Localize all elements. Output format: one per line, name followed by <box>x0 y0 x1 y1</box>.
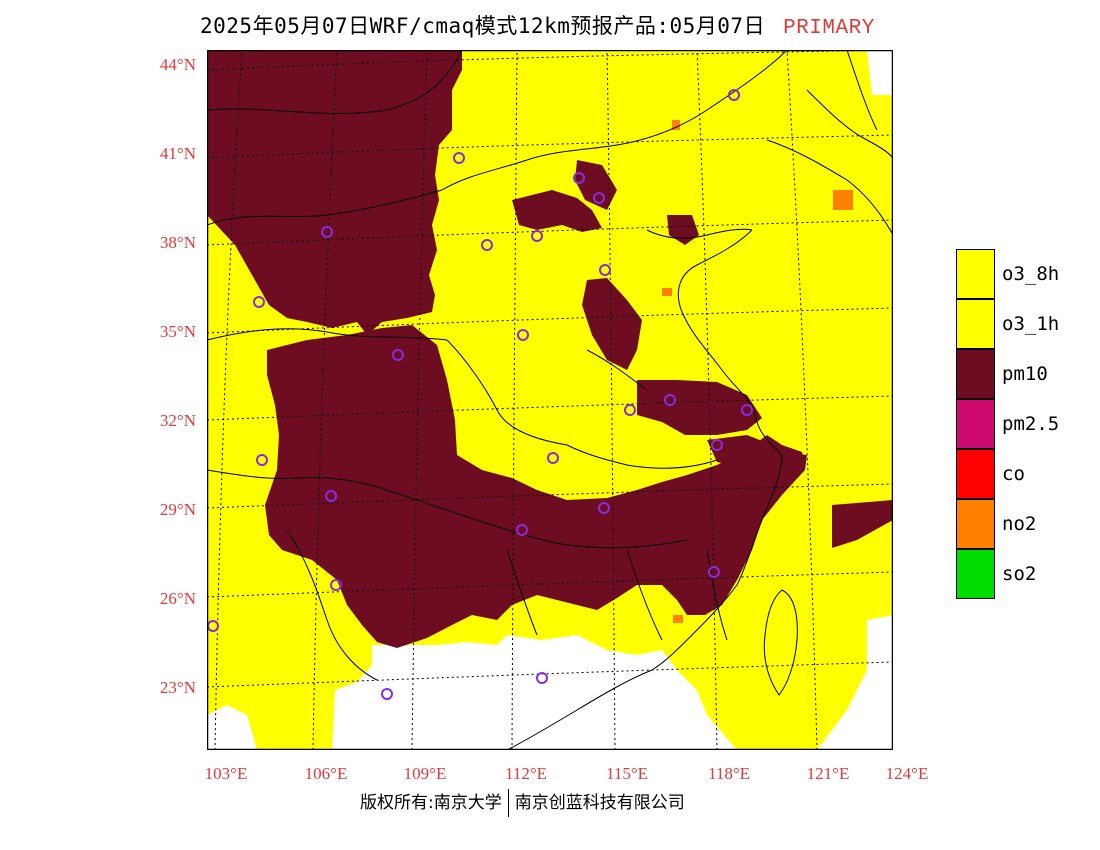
station-marker <box>536 672 548 684</box>
lon-label: 115°E <box>605 764 649 783</box>
legend-swatch <box>956 449 995 499</box>
station-marker <box>381 688 393 700</box>
station-marker <box>256 454 268 466</box>
station-marker <box>517 329 529 341</box>
no2-spot-south <box>673 615 683 623</box>
legend-label: o3_8h <box>1002 263 1060 285</box>
station-marker <box>624 404 636 416</box>
lon-label: 118°E <box>707 764 751 783</box>
pm10-northwest <box>207 50 462 335</box>
no-data-southeast <box>817 615 893 750</box>
pm10-north-china <box>512 190 602 232</box>
pm10-east-band <box>637 380 762 435</box>
station-marker <box>728 89 740 101</box>
lat-label: 26°N <box>159 589 196 608</box>
station-marker <box>741 404 753 416</box>
boundary-lines <box>207 50 893 750</box>
station-marker <box>711 439 723 451</box>
legend-swatch <box>956 349 995 399</box>
station-marker <box>599 264 611 276</box>
legend-label: pm10 <box>1002 363 1048 385</box>
legend-label: pm2.5 <box>1002 413 1060 435</box>
station-marker <box>481 239 493 251</box>
legend-label: o3_1h <box>1002 313 1060 335</box>
pm10-hebei <box>582 278 642 370</box>
copyright: 版权所有:南京大学 南京创蓝科技有限公司 <box>360 788 685 817</box>
legend-label: no2 <box>1002 513 1037 535</box>
copyright-right: 南京创蓝科技有限公司 <box>514 793 685 813</box>
station-marker <box>516 524 528 536</box>
legend-swatch <box>956 399 995 449</box>
lat-label: 35°N <box>159 322 196 341</box>
no2-spot-north <box>672 120 680 130</box>
legend-label: co <box>1002 463 1025 485</box>
legend-swatch <box>956 299 995 349</box>
lon-label: 124°E <box>885 764 929 783</box>
lat-label: 44°N <box>159 55 196 74</box>
pm10-central-south <box>265 325 805 648</box>
station-marker <box>531 230 543 242</box>
lon-label: 121°E <box>806 764 850 783</box>
station-marker <box>708 566 720 578</box>
legend-swatch <box>956 549 995 599</box>
lon-label: 103°E <box>204 764 248 783</box>
legend-swatch <box>956 249 995 299</box>
station-marker <box>453 152 465 164</box>
station-marker <box>253 296 265 308</box>
no-data-southwest <box>207 705 257 750</box>
no2-spot-east <box>662 288 672 296</box>
lat-label: 38°N <box>159 233 196 252</box>
no2-spot-korea <box>833 190 853 210</box>
lat-label: 41°N <box>159 144 196 163</box>
station-marker <box>330 579 342 591</box>
station-marker <box>325 490 337 502</box>
lat-label: 32°N <box>159 411 196 430</box>
legend-swatch <box>956 499 995 549</box>
copyright-left: 版权所有:南京大学 <box>360 793 502 813</box>
graticule <box>207 50 893 750</box>
station-markers <box>207 89 753 700</box>
copyright-divider <box>507 789 509 817</box>
map-frame <box>207 50 893 750</box>
lon-label: 109°E <box>403 764 447 783</box>
title-text: 2025年05月07日WRF/cmaq模式12km预报产品:05月07日 <box>200 14 766 38</box>
legend-label: so2 <box>1002 563 1037 585</box>
station-marker <box>593 192 605 204</box>
station-marker <box>547 452 559 464</box>
lon-label: 106°E <box>304 764 348 783</box>
no-data-northeast <box>867 50 893 95</box>
map-title: 2025年05月07日WRF/cmaq模式12km预报产品:05月07日 PRIM… <box>200 10 875 40</box>
station-marker <box>392 349 404 361</box>
station-marker <box>573 172 585 184</box>
forecast-map <box>207 50 893 750</box>
lat-label: 29°N <box>159 500 196 519</box>
station-marker <box>598 502 610 514</box>
station-marker <box>321 226 333 238</box>
station-marker <box>664 394 676 406</box>
lon-label: 112°E <box>504 764 548 783</box>
no-data-south <box>332 635 737 750</box>
pm10-east-sea <box>832 500 893 548</box>
pm10-zhejiang <box>767 450 807 470</box>
pm10-beijing <box>575 160 617 210</box>
lat-label: 23°N <box>159 678 196 697</box>
pollutant-label: PRIMARY <box>783 17 875 40</box>
